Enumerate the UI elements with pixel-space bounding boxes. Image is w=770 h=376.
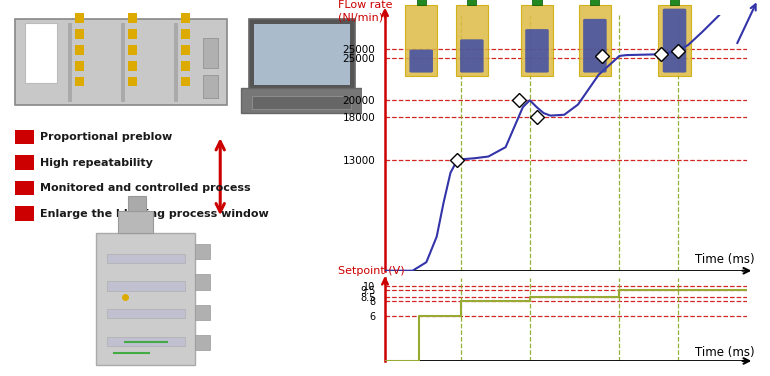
Bar	[75, 61, 84, 71]
Bar	[15, 130, 34, 144]
Bar	[249, 19, 355, 90]
Text: ✓: ✓	[18, 158, 25, 168]
Bar	[181, 61, 190, 71]
Bar	[25, 23, 57, 83]
Text: Time (ms): Time (ms)	[695, 346, 754, 359]
Bar	[196, 335, 209, 350]
Bar	[128, 61, 137, 71]
Bar	[521, 5, 554, 76]
Bar	[456, 5, 488, 76]
Text: Time (ms): Time (ms)	[695, 253, 754, 265]
Bar	[196, 244, 209, 259]
Bar	[578, 5, 611, 76]
FancyBboxPatch shape	[410, 50, 433, 73]
Text: ✓: ✓	[18, 183, 25, 193]
Bar	[128, 29, 137, 39]
Bar	[203, 38, 219, 68]
Bar	[174, 23, 179, 102]
Bar	[417, 0, 426, 5]
Bar	[203, 75, 219, 98]
Bar	[107, 337, 185, 346]
Bar	[254, 24, 350, 85]
FancyBboxPatch shape	[583, 19, 607, 73]
Bar	[107, 281, 185, 291]
Bar	[533, 0, 541, 5]
Bar	[15, 19, 227, 105]
Bar	[252, 96, 351, 109]
Bar	[128, 45, 137, 55]
Bar	[75, 45, 84, 55]
Text: Enlarge the blowing process window: Enlarge the blowing process window	[39, 209, 268, 219]
Bar	[670, 0, 679, 5]
Bar	[181, 45, 190, 55]
Text: FLow rate
(Nl/min): FLow rate (Nl/min)	[338, 0, 393, 22]
Bar	[128, 13, 137, 23]
Bar	[196, 274, 209, 290]
Bar	[181, 77, 190, 86]
Bar	[591, 0, 599, 5]
Bar	[181, 13, 190, 23]
Bar	[121, 23, 126, 102]
Bar	[68, 23, 72, 102]
Bar	[181, 29, 190, 39]
FancyBboxPatch shape	[460, 39, 484, 73]
FancyBboxPatch shape	[525, 29, 549, 73]
Bar	[405, 5, 437, 76]
Text: ✓: ✓	[18, 209, 25, 219]
Text: Proportional preblow: Proportional preblow	[39, 132, 172, 142]
Bar	[128, 196, 146, 211]
Bar	[242, 88, 362, 113]
Bar	[15, 181, 34, 195]
Bar	[658, 5, 691, 76]
Bar	[107, 309, 185, 318]
Bar	[467, 0, 477, 5]
Bar	[75, 29, 84, 39]
Text: Setpoint (V): Setpoint (V)	[338, 266, 404, 276]
Bar	[107, 254, 185, 263]
Bar	[15, 206, 34, 221]
Bar	[75, 77, 84, 86]
Bar	[75, 13, 84, 23]
Bar	[15, 155, 34, 170]
Bar	[118, 211, 153, 233]
Bar	[128, 77, 137, 86]
FancyBboxPatch shape	[663, 9, 686, 73]
Bar	[96, 233, 196, 365]
Bar	[196, 305, 209, 320]
Text: High repeatability: High repeatability	[39, 158, 152, 168]
Text: Monitored and controlled process: Monitored and controlled process	[39, 183, 250, 193]
Text: ✓: ✓	[18, 132, 25, 142]
